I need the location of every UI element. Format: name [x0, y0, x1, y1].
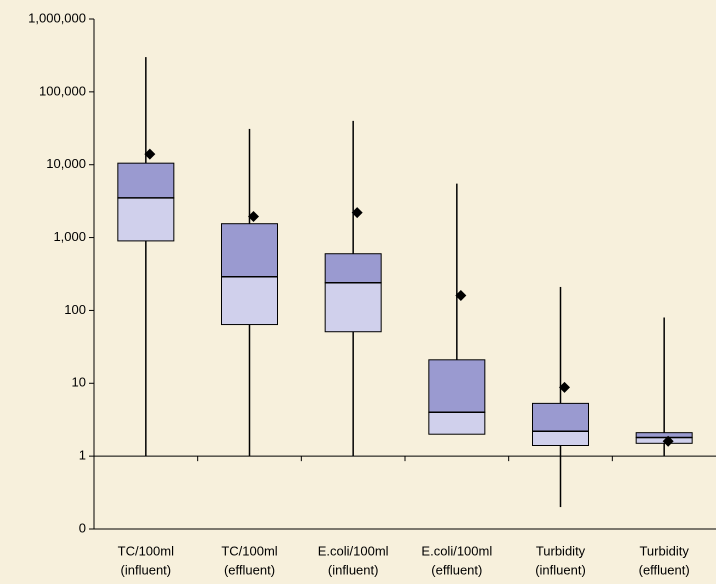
x-tick-label: (effluent)	[639, 562, 690, 577]
x-tick-label: (effluent)	[224, 562, 275, 577]
box-lower	[428, 411, 486, 435]
y-tick-label: 100,000	[39, 83, 86, 98]
mean-marker	[662, 435, 674, 447]
x-tick-label: (influent)	[535, 562, 586, 577]
y-tick-label: 1,000,000	[28, 10, 86, 25]
y-tick-label: 0	[79, 520, 86, 535]
box-lower	[532, 430, 589, 446]
x-tick-label: E.coli/100ml	[318, 543, 389, 558]
box-lower	[324, 282, 382, 333]
y-tick-label: 100	[64, 302, 86, 317]
x-tick-label: TC/100ml	[221, 543, 277, 558]
mean-marker	[248, 210, 259, 222]
x-tick-label: E.coli/100ml	[421, 543, 492, 558]
box-lower	[117, 197, 175, 242]
x-tick-label: TC/100ml	[118, 543, 174, 558]
x-tick-label: (effluent)	[431, 562, 482, 577]
x-tick-label: (influent)	[121, 562, 172, 577]
mean-marker	[559, 381, 570, 393]
box-upper	[117, 162, 175, 199]
box-upper	[324, 253, 382, 284]
mean-marker	[144, 148, 156, 160]
mean-marker	[455, 290, 467, 302]
y-tick-label: 10,000	[46, 156, 86, 171]
box-lower	[221, 276, 278, 326]
x-tick-label: Turbidity	[639, 543, 689, 558]
box-upper	[532, 402, 589, 432]
y-tick-label: 1	[79, 448, 86, 463]
y-tick-label: 10	[72, 375, 86, 390]
box-upper	[221, 223, 278, 278]
y-tick-label: 1,000	[53, 229, 86, 244]
mean-marker	[351, 207, 363, 219]
box-upper	[428, 359, 486, 413]
x-tick-label: (influent)	[328, 562, 379, 577]
x-tick-label: Turbidity	[536, 543, 586, 558]
